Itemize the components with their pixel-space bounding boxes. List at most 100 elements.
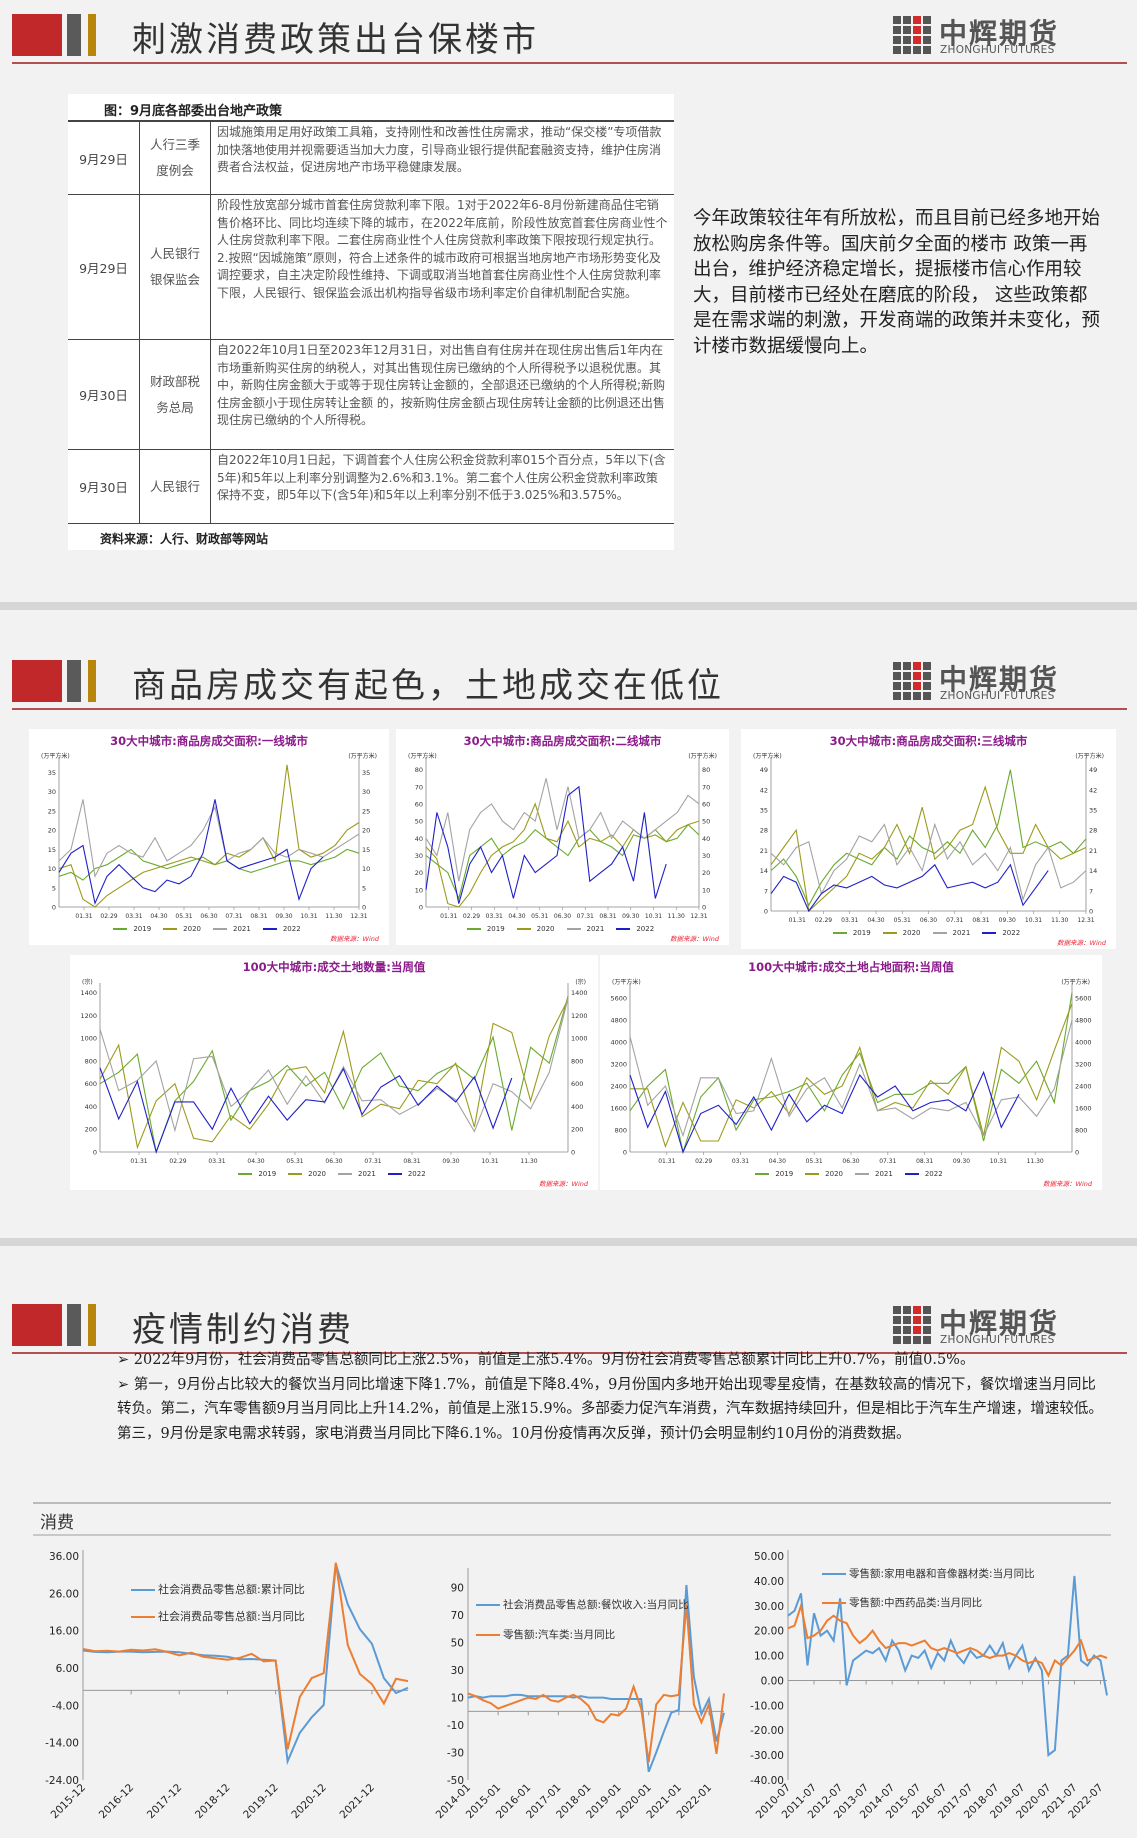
chart-appliance-medicine: 50.00 40.00 30.00 20.00 10.00 0.00 -10.00 -20.0…: [740, 1546, 1115, 1834]
y-tick-label: 80: [415, 766, 423, 774]
legend-swatch-icon: [113, 928, 128, 930]
series-line-2022: [770, 863, 1049, 913]
chart-plot: 9070503010-10-30-502014-012015-012016-01…: [434, 1568, 725, 1821]
table-caption: 图：9月底各部委出台地产政策: [104, 104, 283, 119]
chart-plot: 0 0 7 7 14 14 21 21 28 28 35 35 42 42 49 49 01.31 02.29 03…: [760, 757, 1097, 924]
legend-label: 零售额:家用电器和音像器材类:当月同比: [849, 1568, 1035, 1580]
y-axis-unit-right: (万平方米): [1061, 979, 1090, 986]
x-tick-label: 04.30: [150, 913, 167, 920]
header-divider: [12, 62, 1127, 64]
y-tick-label: 0: [362, 904, 366, 912]
y-tick-label: 60: [702, 800, 710, 808]
y-tick-label: 400: [571, 1103, 583, 1111]
y-tick-label: 20.00: [754, 1626, 784, 1638]
x-tick-label: 05.31: [806, 1158, 823, 1165]
y-tick-label: 0.00: [761, 1675, 784, 1687]
logo-name-cn: 中辉期货: [939, 663, 1060, 696]
chart-tier2-sales: 30大中城市:商品房成交面积:二线城市 (万平方米) (万平方米) 0 0 10 10 20 2…: [396, 729, 729, 945]
series-line-2020: [425, 802, 700, 908]
row-date: 9月30日: [68, 340, 140, 449]
chart-plot: 50.00 40.00 30.00 20.00 10.00 0.00 -10.00 -20.0…: [750, 1550, 1108, 1821]
y-tick-label: 35: [760, 807, 768, 815]
x-tick-label: 03.31: [208, 1158, 225, 1165]
chart-title: 30大中城市:商品房成交面积:二线城市: [463, 734, 662, 748]
legend-item: 2022: [262, 925, 305, 933]
y-tick-label: 90: [451, 1583, 464, 1595]
x-tick-label: 09.30: [622, 913, 639, 920]
legend-item: 2022: [982, 929, 1024, 937]
legend-label: 2019: [775, 1170, 794, 1178]
x-tick-label: 2017-12: [145, 1782, 185, 1822]
y-axis-unit-right: (万平方米): [688, 753, 717, 760]
legend-swatch-icon: [566, 928, 581, 930]
x-tick-label: 02.29: [169, 1158, 186, 1165]
y-tick-label: 10: [362, 865, 370, 873]
y-tick-label: 80: [702, 766, 710, 774]
legend-item: 2020: [288, 1170, 330, 1178]
header-gray-bar: [67, 660, 81, 702]
chart-title: 30大中城市:商品房成交面积:三线城市: [829, 734, 1028, 748]
y-tick-label: -4.00: [52, 1700, 79, 1712]
y-tick-label: 35: [1089, 807, 1097, 815]
legend-swatch-icon: [755, 1173, 770, 1175]
y-tick-label: 10.00: [754, 1651, 784, 1663]
legend-swatch-icon: [855, 1173, 869, 1175]
y-tick-label: 7: [764, 887, 768, 895]
x-tick-label: 02.29: [695, 1158, 712, 1165]
y-tick-label: 5: [362, 884, 366, 892]
x-tick-label: 04.30: [867, 917, 884, 924]
x-tick-label: 2021-12: [338, 1782, 378, 1822]
y-tick-label: 30: [702, 852, 710, 860]
y-tick-label: 40: [702, 835, 710, 843]
chart-legend: 2019 2020 2021 2022: [396, 925, 729, 933]
x-tick-label: 05.31: [286, 1158, 303, 1165]
legend-item: 2019: [238, 1170, 280, 1178]
legend-label: 2022: [924, 1170, 943, 1178]
slide-header: 刺激消费政策出台保楼市 中辉期货 ZHONGHUI FUTURES: [0, 0, 1137, 66]
y-tick-label: 25: [362, 807, 370, 815]
y-tick-label: 1400: [571, 989, 588, 997]
y-tick-label: 40.00: [754, 1576, 784, 1588]
logo-grid-icon: [893, 1306, 933, 1344]
series-line-2022: [425, 785, 667, 904]
y-tick-label: 7: [1089, 887, 1093, 895]
y-axis-unit-right: (宗): [575, 979, 586, 986]
series-line-2019: [58, 848, 360, 881]
y-tick-label: 26.00: [49, 1588, 79, 1600]
y-tick-label: -50: [447, 1775, 464, 1787]
series-line-2020: [770, 785, 1087, 913]
legend-item: 零售额:家用电器和音像器材类:当月同比: [822, 1560, 1035, 1589]
legend-label: 社会消费品零售总额:累计同比: [158, 1583, 305, 1596]
y-tick-label: 50.00: [754, 1551, 784, 1563]
y-tick-label: 1000: [571, 1035, 588, 1043]
row-dept: 人民银行: [140, 450, 211, 523]
x-tick-label: 2015-12: [49, 1782, 89, 1822]
y-tick-label: 15: [48, 846, 56, 854]
row-content: 阶段性放宽部分城市首套住房贷款利率下限。1对于2022年6-8月份新建商品住宅销…: [217, 198, 668, 300]
logo-name-cn: 中辉期货: [939, 1307, 1060, 1340]
y-tick-label: 6.00: [56, 1663, 79, 1675]
y-tick-label: 0: [623, 1149, 627, 1157]
y-tick-label: 20: [415, 869, 423, 877]
series-line: [787, 1601, 1108, 1678]
table-row: 9月30日 人民银行 自2022年10月1日起，下调首套个人住房公积金贷款利率0…: [68, 450, 674, 524]
y-tick-label: 600: [571, 1080, 583, 1088]
x-tick-label: 11.30: [668, 913, 685, 920]
x-tick-label: 10.31: [1025, 917, 1042, 924]
row-date: 9月29日: [68, 195, 140, 339]
y-tick-label: 600: [85, 1080, 97, 1088]
series-line-2021: [99, 998, 569, 1133]
legend-swatch-icon: [466, 928, 481, 930]
y-tick-label: 0: [1075, 1149, 1079, 1157]
y-tick-label: 10: [451, 1693, 464, 1705]
chart-plot: 0 0 800 800 1600 1600 2400 2400 3200 3200 4000 4000…: [610, 983, 1092, 1165]
x-tick-label: 12.31: [690, 913, 707, 920]
slide-title: 商品房成交有起色，土地成交在低位: [132, 666, 724, 706]
series-line: [82, 1563, 409, 1766]
y-axis-unit-right: (万平方米): [1075, 753, 1104, 760]
series-line-2020: [630, 1003, 1073, 1149]
legend-label: 社会消费品零售总额:当月同比: [158, 1610, 305, 1623]
y-tick-label: -30: [447, 1748, 464, 1760]
y-tick-label: 4800: [1075, 1017, 1092, 1025]
y-tick-label: -24.00: [45, 1775, 79, 1787]
